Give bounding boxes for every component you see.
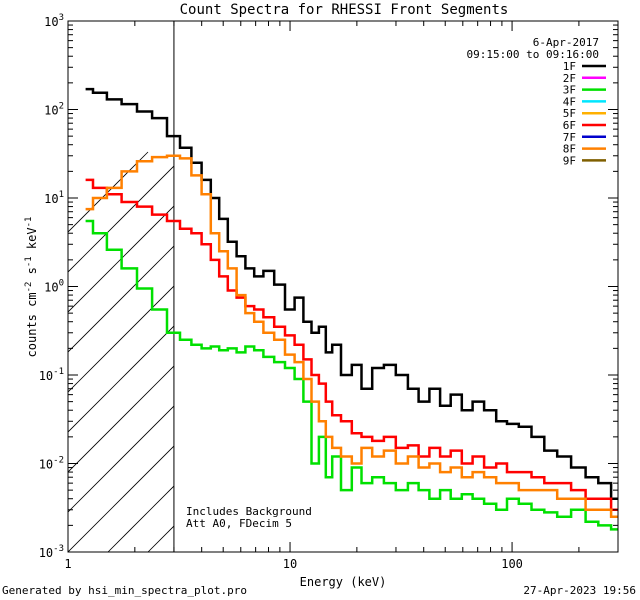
- y-label-end: keV: [25, 227, 39, 256]
- y-label-exp2: -1: [24, 256, 34, 267]
- hatch-line: [348, 152, 640, 552]
- hatch-line: [147, 525, 174, 552]
- legend-date: 6-Apr-2017: [533, 36, 599, 49]
- x-tick-label: 10: [283, 557, 297, 571]
- legend-label-6f: 6F: [563, 119, 576, 132]
- hatch-line: [228, 152, 628, 552]
- annotation-attenuator: Att A0, FDecim 5: [186, 517, 292, 530]
- y-ticks: [68, 20, 618, 553]
- y-label-exp1: -2: [24, 282, 34, 293]
- x-tick-label: 100: [501, 557, 523, 571]
- y-tick-exponent: -1: [53, 367, 64, 377]
- plot-frame: [67, 20, 619, 553]
- hatch-line: [428, 152, 640, 552]
- hatch-line: [188, 152, 588, 552]
- x-tick-labels: 1 10 100: [64, 557, 523, 571]
- y-label-mid: s: [25, 267, 39, 281]
- y-tick-base: 10: [44, 15, 58, 29]
- hatch-line: [548, 152, 640, 552]
- legend-label-5f: 5F: [563, 107, 576, 120]
- legend-label-8f: 8F: [563, 143, 576, 156]
- legend-time-range: 09:15:00 to 09:16:00: [467, 48, 599, 61]
- y-tick-label: 10-1: [39, 367, 64, 383]
- hatch-line: [68, 151, 149, 233]
- hatch-line: [68, 285, 174, 393]
- y-tick-base: 10: [39, 369, 53, 383]
- y-tick-exponent: 0: [59, 279, 64, 289]
- series-1f-line: [85, 87, 618, 500]
- y-tick-label: 101: [44, 190, 64, 206]
- y-tick-label: 10-3: [39, 544, 64, 560]
- legend-label-4f: 4F: [563, 95, 576, 108]
- hatch-line: [308, 152, 640, 552]
- hatch-line: [268, 152, 640, 552]
- hatch-line: [68, 165, 174, 273]
- x-tick-label: 1: [64, 557, 71, 571]
- y-tick-base: 10: [39, 458, 53, 472]
- hatch-line: [388, 152, 640, 552]
- hatch-region: [68, 151, 640, 552]
- y-tick-label: 10-2: [39, 456, 64, 472]
- y-tick-exponent: 1: [59, 190, 64, 200]
- y-label-exp3: -1: [24, 217, 34, 228]
- y-label-main: counts cm: [25, 292, 39, 357]
- y-tick-exponent: 2: [59, 102, 64, 112]
- footer-timestamp: 27-Apr-2023 19:56: [523, 584, 636, 597]
- y-tick-base: 10: [39, 546, 53, 560]
- legend-label-2f: 2F: [563, 72, 576, 85]
- hatch-line: [68, 325, 174, 433]
- hatch-line: [508, 152, 640, 552]
- chart-title: Count Spectra for RHESSI Front Segments: [180, 2, 509, 18]
- y-tick-base: 10: [44, 192, 58, 206]
- y-tick-exponent: -2: [53, 456, 64, 466]
- hatch-line: [68, 445, 174, 552]
- series-3f-line: [85, 219, 618, 531]
- legend-label-1f: 1F: [563, 60, 576, 73]
- y-tick-label: 100: [44, 279, 64, 295]
- legend-label-9f: 9F: [563, 154, 576, 167]
- y-tick-label: 103: [44, 13, 64, 29]
- hatch-line: [68, 405, 174, 513]
- y-tick-label: 102: [44, 102, 64, 118]
- series-6f-line: [85, 178, 618, 512]
- series-layer: [85, 87, 618, 531]
- legend-label-7f: 7F: [563, 131, 576, 144]
- footer-generated-by: Generated by hsi_min_spectra_plot.pro: [2, 584, 247, 597]
- hatch-line: [68, 205, 174, 313]
- y-tick-exponent: 3: [59, 13, 64, 23]
- y-tick-exponent: -3: [53, 544, 64, 554]
- y-tick-base: 10: [44, 281, 58, 295]
- legend-label-3f: 3F: [563, 84, 576, 97]
- series-8f-line: [85, 154, 618, 519]
- annotation-background: Includes Background: [186, 505, 312, 518]
- y-tick-base: 10: [44, 104, 58, 118]
- hatch-line: [68, 245, 174, 353]
- x-axis-label: Energy (keV): [300, 575, 387, 589]
- x-ticks: [67, 21, 619, 552]
- y-axis-label: counts cm-2 s-1 keV-1: [24, 217, 39, 358]
